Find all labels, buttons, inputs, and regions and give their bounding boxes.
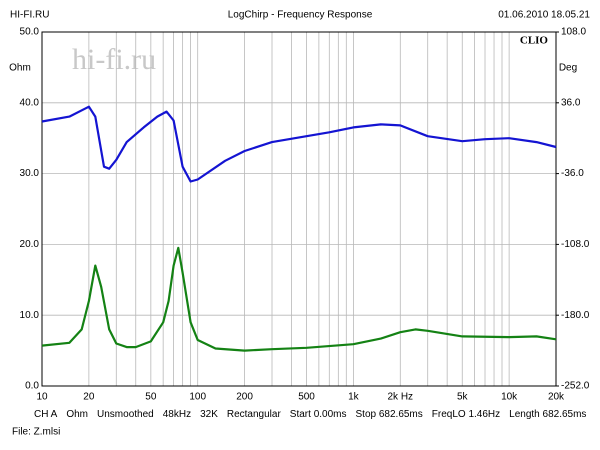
x-tick-label: 1k bbox=[348, 392, 360, 403]
header-right: 01.06.2010 18.05.21 bbox=[498, 10, 590, 21]
watermark: hi-fi.ru bbox=[72, 43, 156, 76]
y-tick-label: 20.0 bbox=[20, 239, 40, 250]
y2-tick-label: 36.0 bbox=[561, 97, 581, 108]
footer-item: 32K bbox=[200, 409, 218, 420]
y-tick-label: 10.0 bbox=[20, 310, 40, 321]
footer-item: Stop 682.65ms bbox=[356, 409, 423, 420]
chart-title: LogChirp - Frequency Response bbox=[228, 10, 373, 21]
footer-item: 48kHz bbox=[163, 409, 191, 420]
footer-item: CH A bbox=[34, 409, 58, 420]
y-tick-label: 0.0 bbox=[25, 381, 39, 392]
series-line bbox=[41, 105, 557, 183]
footer-item: Ohm bbox=[66, 409, 88, 420]
y-axis-label: Ohm bbox=[9, 63, 31, 74]
y2-axis-label: Deg bbox=[559, 63, 577, 74]
file-label: File: Z.mlsi bbox=[12, 427, 60, 438]
footer-item: FreqLO 1.46Hz bbox=[432, 409, 500, 420]
x-tick-label: 20k bbox=[548, 392, 565, 403]
plot-frame bbox=[41, 31, 557, 387]
y-tick-label: 50.0 bbox=[20, 27, 40, 38]
brand: CLIO bbox=[520, 35, 549, 47]
footer-item: Rectangular bbox=[227, 409, 282, 420]
series-line bbox=[41, 246, 557, 352]
x-tick-label: 100 bbox=[189, 392, 206, 403]
y2-tick-label: -108.0 bbox=[561, 239, 590, 250]
x-tick-label: 5k bbox=[457, 392, 469, 403]
x-tick-label: 500 bbox=[298, 392, 315, 403]
footer-item: Unsmoothed bbox=[97, 409, 154, 420]
x-tick-label: 2k Hz bbox=[388, 392, 414, 403]
y2-tick-label: 108.0 bbox=[561, 27, 586, 38]
x-tick-label: 20 bbox=[83, 392, 95, 403]
y2-tick-label: -252.0 bbox=[561, 381, 590, 392]
x-tick-label: 10 bbox=[36, 392, 48, 403]
x-tick-label: 10k bbox=[501, 392, 518, 403]
x-tick-label: 50 bbox=[145, 392, 157, 403]
footer: CH A Ohm Unsmoothed 48kHz 32K Rectangular Star… bbox=[34, 409, 586, 420]
y-tick-label: 40.0 bbox=[20, 97, 40, 108]
y-tick-label: 30.0 bbox=[20, 168, 40, 179]
footer-item: Length 682.65ms bbox=[509, 409, 586, 420]
y2-tick-label: -36.0 bbox=[561, 168, 584, 179]
footer-item: Start 0.00ms bbox=[290, 409, 347, 420]
header-left: HI-FI.RU bbox=[10, 10, 49, 21]
y2-tick-label: -180.0 bbox=[561, 310, 590, 321]
x-tick-label: 200 bbox=[236, 392, 253, 403]
